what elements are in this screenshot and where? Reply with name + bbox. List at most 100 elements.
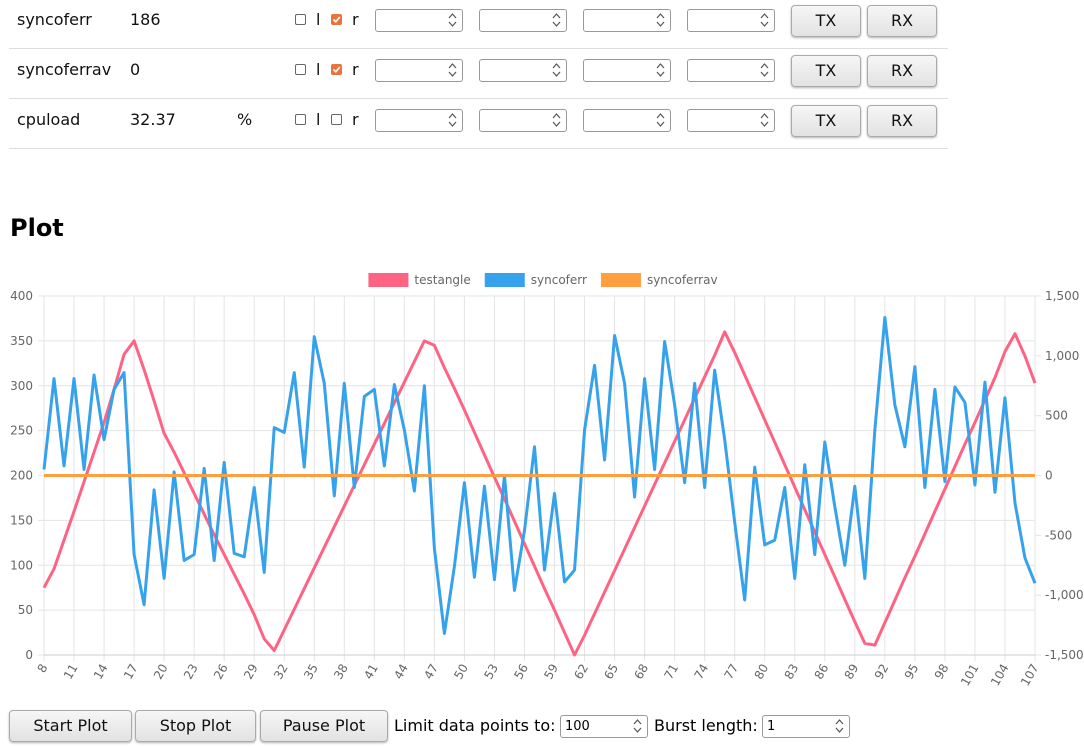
variable-value: 32.37 — [130, 110, 176, 129]
burst-input[interactable]: 1 — [762, 715, 850, 738]
x-tick-label: 20 — [151, 662, 171, 682]
x-tick-label: 92 — [872, 662, 892, 682]
number-input[interactable] — [479, 9, 567, 32]
x-tick-label: 29 — [241, 662, 261, 682]
x-tick-label: 11 — [61, 662, 81, 682]
spin-arrows — [835, 719, 844, 733]
checkbox-label: r — [352, 110, 359, 129]
x-tick-label: 86 — [812, 662, 832, 682]
y2-tick-label: 1,000 — [1045, 349, 1079, 363]
plot-button[interactable]: Start Plot — [9, 710, 132, 742]
row-button[interactable]: RX — [867, 55, 937, 87]
checkbox-label: l — [316, 60, 321, 79]
y2-tick-label: -500 — [1045, 528, 1072, 542]
y-tick-label: 250 — [10, 424, 33, 438]
y-tick-label: 350 — [10, 334, 33, 348]
checkbox[interactable] — [331, 14, 342, 25]
row-button[interactable]: TX — [791, 105, 861, 137]
checkbox-label: l — [316, 110, 321, 129]
variable-row: syncoferr 186 l r TX RX — [9, 0, 948, 49]
spin-arrows — [552, 13, 561, 27]
number-input[interactable] — [687, 59, 775, 82]
x-tick-label: 53 — [481, 662, 501, 682]
limit-label: Limit data points to: — [394, 716, 556, 735]
spin-arrows — [448, 63, 457, 77]
limit-value: 100 — [565, 719, 590, 734]
legend-label: testangle — [414, 273, 470, 287]
variable-name: syncoferr — [17, 10, 92, 29]
spin-arrows — [552, 63, 561, 77]
x-tick-label: 98 — [932, 662, 952, 682]
spin-arrows — [656, 63, 665, 77]
x-tick-label: 56 — [511, 662, 531, 682]
checkbox[interactable] — [295, 64, 306, 75]
number-input[interactable] — [687, 109, 775, 132]
x-tick-label: 26 — [211, 662, 231, 682]
x-tick-label: 71 — [661, 662, 681, 682]
x-tick-label: 8 — [35, 662, 51, 676]
number-input[interactable] — [375, 109, 463, 132]
x-tick-label: 80 — [752, 662, 772, 682]
x-tick-label: 104 — [988, 662, 1012, 689]
spin-arrows — [656, 113, 665, 127]
x-tick-label: 77 — [722, 662, 742, 682]
x-tick-label: 50 — [451, 662, 471, 682]
spin-arrows — [760, 113, 769, 127]
variable-name: syncoferrav — [17, 60, 112, 79]
checkbox[interactable] — [331, 64, 342, 75]
row-button[interactable]: RX — [867, 5, 937, 37]
plot-button[interactable]: Pause Plot — [260, 710, 388, 742]
y-tick-label: 300 — [10, 379, 33, 393]
x-tick-label: 14 — [91, 662, 111, 682]
number-input[interactable] — [583, 109, 671, 132]
x-tick-label: 44 — [391, 662, 411, 682]
burst-value: 1 — [767, 719, 776, 734]
legend-label: syncoferr — [531, 273, 587, 287]
plot-title: Plot — [10, 214, 64, 242]
checkbox[interactable] — [295, 14, 306, 25]
variable-row: syncoferrav 0 l r TX RX — [9, 48, 948, 99]
check-mark — [332, 66, 341, 73]
checkbox[interactable] — [331, 114, 342, 125]
number-input[interactable] — [583, 59, 671, 82]
x-tick-label: 47 — [421, 662, 441, 682]
x-tick-label: 107 — [1018, 662, 1042, 689]
y-tick-label: 100 — [10, 558, 33, 572]
row-button[interactable]: TX — [791, 55, 861, 87]
spin-arrows — [760, 13, 769, 27]
row-button[interactable]: TX — [791, 5, 861, 37]
number-input[interactable] — [375, 9, 463, 32]
variable-name: cpuload — [17, 110, 81, 129]
x-tick-label: 101 — [958, 662, 982, 689]
legend-swatch — [484, 273, 525, 287]
checkbox-label: l — [316, 10, 321, 29]
x-tick-label: 89 — [842, 662, 862, 682]
x-tick-label: 23 — [181, 662, 201, 682]
spin-arrows — [448, 13, 457, 27]
checkbox[interactable] — [295, 114, 306, 125]
limit-input[interactable]: 100 — [560, 715, 648, 738]
number-input[interactable] — [583, 9, 671, 32]
number-input[interactable] — [687, 9, 775, 32]
x-tick-label: 35 — [301, 662, 321, 682]
number-input[interactable] — [479, 109, 567, 132]
y2-tick-label: 500 — [1045, 409, 1068, 423]
variable-row: cpuload 32.37% l r TX RX — [9, 98, 948, 149]
number-input[interactable] — [375, 59, 463, 82]
variable-unit: % — [237, 110, 253, 129]
y-tick-label: 400 — [10, 289, 33, 303]
check-mark — [332, 16, 341, 23]
number-input[interactable] — [479, 59, 567, 82]
x-tick-label: 62 — [571, 662, 591, 682]
x-tick-label: 95 — [902, 662, 922, 682]
series-line — [42, 316, 1037, 635]
y-tick-label: 50 — [18, 603, 33, 617]
x-tick-label: 68 — [631, 662, 651, 682]
checkbox-label: r — [352, 60, 359, 79]
legend-swatch — [600, 273, 641, 287]
spin-arrows — [633, 719, 642, 733]
row-button[interactable]: RX — [867, 105, 937, 137]
y2-tick-label: 1,500 — [1045, 289, 1079, 303]
plot-button[interactable]: Stop Plot — [135, 710, 256, 742]
